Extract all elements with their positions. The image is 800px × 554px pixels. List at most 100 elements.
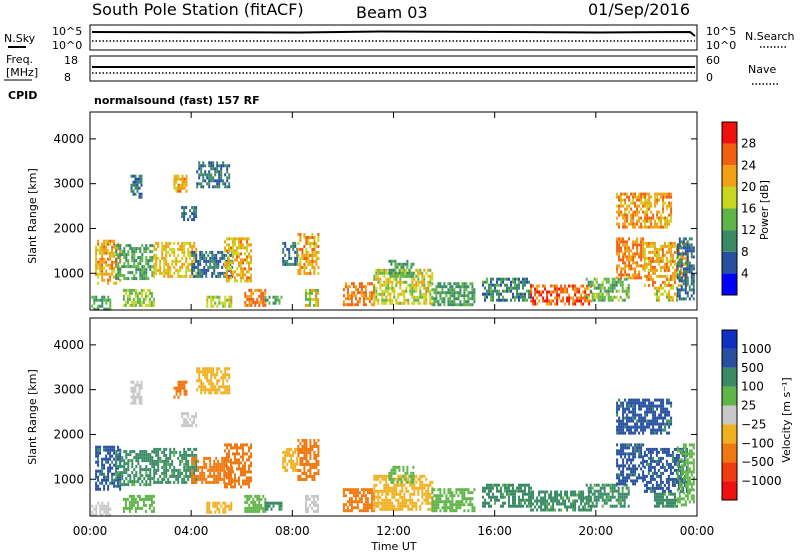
- data-cell: [597, 298, 600, 302]
- data-cell: [200, 167, 203, 171]
- data-cell: [638, 255, 641, 259]
- data-cell: [193, 218, 196, 222]
- data-cell: [240, 485, 242, 489]
- data-cell: [210, 161, 213, 165]
- data-cell: [387, 280, 390, 284]
- data-cell: [292, 247, 295, 251]
- data-cell: [667, 250, 670, 254]
- data-cell: [467, 488, 470, 492]
- data-cell: [518, 286, 520, 290]
- data-cell: [105, 513, 108, 517]
- data-cell: [665, 268, 668, 272]
- data-cell: [619, 280, 622, 284]
- data-cell: [97, 448, 100, 452]
- data-cell: [95, 507, 98, 511]
- data-cell: [127, 453, 130, 457]
- data-cell: [578, 290, 581, 294]
- data-cell: [417, 301, 420, 305]
- data-cell: [522, 492, 524, 496]
- data-cell: [423, 301, 426, 305]
- data-cell: [129, 271, 132, 275]
- data-cell: [465, 300, 468, 304]
- data-cell: [254, 506, 257, 510]
- data-cell: [383, 301, 386, 305]
- data-cell: [165, 453, 168, 457]
- data-cell: [130, 291, 133, 295]
- data-cell: [205, 465, 208, 469]
- data-cell: [195, 212, 198, 216]
- data-cell: [303, 469, 306, 472]
- data-cell: [373, 492, 376, 496]
- data-cell: [123, 465, 126, 469]
- data-cell: [634, 273, 637, 277]
- data-cell: [246, 258, 248, 262]
- data-cell: [181, 380, 184, 384]
- data-cell: [147, 262, 150, 266]
- data-cell: [141, 456, 144, 460]
- data-cell: [427, 286, 430, 290]
- data-cell: [492, 495, 494, 499]
- data-cell: [301, 457, 304, 460]
- data-cell: [616, 461, 619, 465]
- data-cell: [651, 244, 654, 248]
- data-cell: [441, 291, 444, 295]
- data-cell: [397, 507, 400, 511]
- data-cell: [297, 454, 300, 457]
- data-cell: [593, 277, 596, 281]
- data-cell: [574, 490, 577, 494]
- data-cell: [516, 486, 518, 490]
- data-cell: [141, 450, 144, 454]
- data-cell: [135, 247, 138, 251]
- freq-unit-label: [MHz]: [6, 66, 38, 79]
- data-cell: [624, 243, 627, 247]
- data-cell: [232, 246, 234, 250]
- data-cell: [135, 453, 138, 457]
- data-cell: [622, 213, 625, 217]
- data-cell: [622, 470, 625, 474]
- data-cell: [632, 464, 635, 468]
- data-cell: [248, 288, 251, 292]
- data-cell: [195, 265, 198, 269]
- data-cell: [133, 480, 136, 484]
- data-cell: [177, 268, 180, 272]
- data-cell: [500, 492, 502, 496]
- data-cell: [419, 301, 422, 305]
- data-cell: [210, 379, 213, 383]
- data-cell: [492, 292, 494, 296]
- data-cell: [492, 289, 494, 293]
- data-cell: [524, 498, 526, 502]
- data-cell: [137, 456, 140, 460]
- data-cell: [673, 268, 676, 272]
- data-cell: [137, 247, 140, 251]
- data-cell: [383, 501, 386, 505]
- data-cell: [530, 496, 533, 500]
- data-cell: [224, 464, 226, 468]
- data-cell: [668, 289, 670, 293]
- data-cell: [248, 467, 250, 471]
- data-cell: [294, 256, 297, 260]
- data-cell: [208, 173, 211, 177]
- data-cell: [262, 300, 265, 304]
- data-cell: [524, 483, 526, 487]
- data-cell: [317, 469, 320, 472]
- data-cell: [560, 287, 563, 291]
- data-cell: [524, 283, 526, 287]
- data-cell: [624, 443, 627, 447]
- data-cell: [297, 263, 300, 266]
- data-cell: [348, 294, 351, 298]
- data-cell: [393, 289, 396, 293]
- data-cell: [185, 380, 188, 384]
- data-cell: [317, 454, 320, 457]
- data-cell: [228, 182, 231, 186]
- data-cell: [290, 256, 293, 260]
- data-cell: [609, 283, 612, 287]
- data-cell: [185, 256, 188, 260]
- data-cell: [228, 243, 230, 247]
- data-cell: [234, 279, 236, 283]
- data-cell: [107, 469, 110, 473]
- data-cell: [678, 246, 681, 250]
- data-cell: [399, 286, 402, 290]
- data-cell: [358, 282, 361, 286]
- data-cell: [530, 508, 533, 512]
- data-cell: [134, 291, 137, 295]
